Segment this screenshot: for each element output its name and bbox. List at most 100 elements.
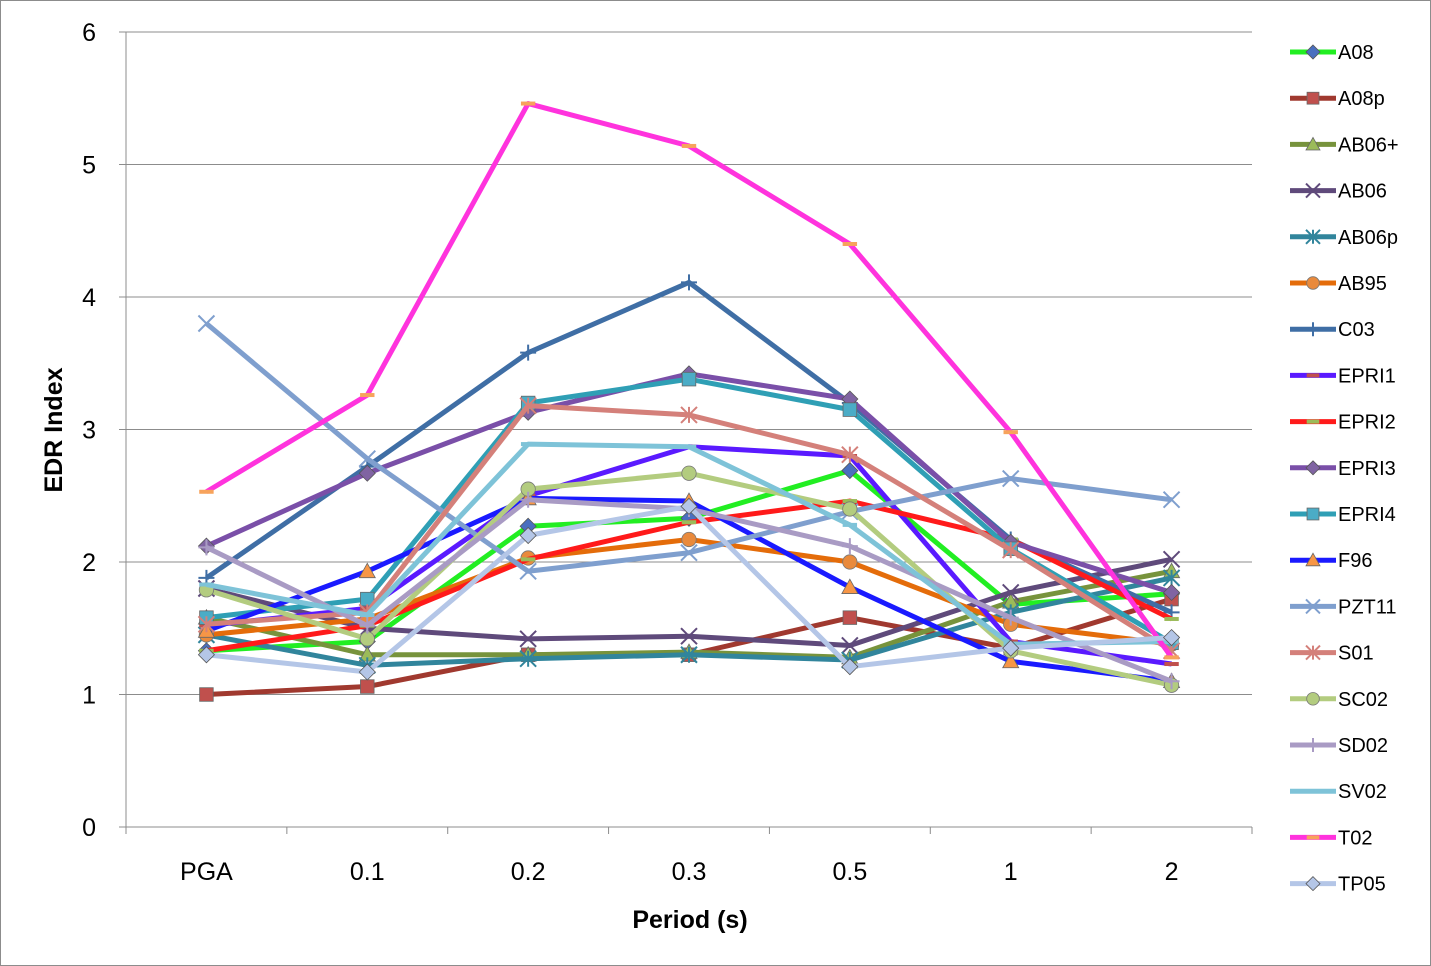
legend-item: SD02 (1290, 735, 1388, 757)
y-tick-label: 4 (82, 284, 96, 312)
legend-label: EPRI3 (1338, 458, 1396, 480)
data-point (1002, 469, 1020, 488)
data-point (1002, 652, 1020, 669)
y-tick-label: 2 (82, 549, 96, 577)
data-point (198, 539, 215, 556)
x-tick-label: 0.2 (511, 858, 546, 886)
data-point (681, 465, 697, 481)
legend-marker (1306, 419, 1320, 424)
data-point (360, 679, 375, 694)
legend-item: TP05 (1290, 874, 1386, 896)
data-point (197, 646, 215, 664)
legend-label: SD02 (1338, 735, 1388, 757)
legend-item: EPRI4 (1290, 504, 1396, 526)
legend-marker (1306, 276, 1320, 290)
legend-label: C03 (1338, 319, 1375, 341)
data-point (519, 562, 537, 580)
data-point (1164, 655, 1179, 660)
data-point (199, 687, 214, 702)
data-point (681, 531, 697, 548)
y-tick-label: 6 (82, 19, 96, 47)
legend-marker (1306, 507, 1320, 521)
data-point (842, 522, 858, 527)
data-point (1002, 541, 1020, 559)
legend: A08 A08p AB06+ AB06 AB06p AB95 C03 EPRI1 EPRI2 EP… (1290, 42, 1399, 896)
legend-label: F96 (1338, 550, 1372, 572)
legend-label: T02 (1338, 827, 1372, 849)
data-point (1164, 662, 1179, 667)
legend-label: EPRI4 (1338, 504, 1396, 526)
legend-item: PZT11 (1290, 596, 1397, 618)
legend-marker (1305, 598, 1321, 615)
data-point (841, 462, 859, 480)
legend-marker (1306, 738, 1320, 752)
x-tick-label: 1 (1004, 858, 1018, 886)
series-tp05 (197, 497, 1181, 681)
legend-label: AB06p (1338, 227, 1398, 249)
x-tick-label: PGA (180, 858, 233, 886)
x-tick-label: 0.5 (832, 858, 867, 886)
data-point (1163, 583, 1181, 602)
legend-label: EPRI1 (1338, 365, 1396, 387)
data-point (520, 442, 536, 447)
legend-marker (1306, 91, 1320, 105)
data-point (358, 562, 376, 579)
legend-item: EPRI1 (1290, 365, 1396, 387)
data-point (358, 449, 376, 468)
axes: 0 1 2 3 4 5 6 PGA 0.1 0.2 0.3 0.5 1 2 (82, 19, 1253, 886)
legend-label: PZT11 (1338, 596, 1397, 618)
legend-item: C03 (1290, 319, 1375, 341)
data-point (681, 520, 697, 525)
data-point (680, 646, 698, 664)
legend-label: AB95 (1338, 273, 1387, 295)
data-point (519, 526, 537, 545)
data-point (841, 658, 859, 676)
legend-marker (1306, 835, 1320, 840)
data-point (841, 636, 859, 655)
legend-label: SC02 (1338, 689, 1388, 711)
legend-label: A08 (1338, 42, 1374, 64)
series-t02 (199, 101, 1179, 660)
data-point (1163, 673, 1180, 690)
data-point (842, 402, 858, 417)
legend-marker (1306, 789, 1320, 794)
legend-item: AB06 (1290, 181, 1387, 203)
data-point (519, 396, 537, 415)
data-point (1163, 628, 1181, 647)
legend-label: AB06+ (1338, 134, 1399, 156)
legend-marker (1305, 552, 1321, 567)
data-point (842, 501, 858, 517)
legend-label: SV02 (1338, 781, 1387, 803)
legend-item: SV02 (1290, 781, 1387, 803)
data-point (519, 650, 537, 668)
legend-label: TP05 (1338, 874, 1386, 896)
data-point (360, 613, 375, 617)
legend-label: AB06 (1338, 181, 1387, 203)
data-point (1162, 550, 1181, 569)
legend-item: S01 (1290, 643, 1374, 665)
series-layer (197, 101, 1181, 702)
data-point (681, 444, 697, 449)
legend-marker (1305, 182, 1321, 199)
data-point (841, 445, 859, 464)
data-point (199, 582, 214, 587)
y-axis-title: EDR Index (40, 367, 68, 492)
legend-marker (1306, 373, 1320, 378)
data-point (842, 242, 858, 246)
data-point (1002, 583, 1020, 602)
legend-item: A08 (1290, 42, 1374, 64)
data-point (680, 406, 698, 424)
legend-label: S01 (1338, 643, 1374, 665)
x-tick-label: 0.3 (672, 858, 707, 886)
data-point (1002, 639, 1020, 657)
legend-item: A08p (1290, 88, 1385, 110)
y-tick-label: 1 (82, 682, 96, 710)
data-point (680, 627, 698, 645)
legend-item: F96 (1290, 550, 1372, 572)
data-point (1164, 616, 1179, 621)
legend-marker (1305, 136, 1321, 151)
data-point (842, 610, 858, 625)
y-tick-label: 0 (82, 814, 96, 842)
data-point (360, 393, 375, 398)
